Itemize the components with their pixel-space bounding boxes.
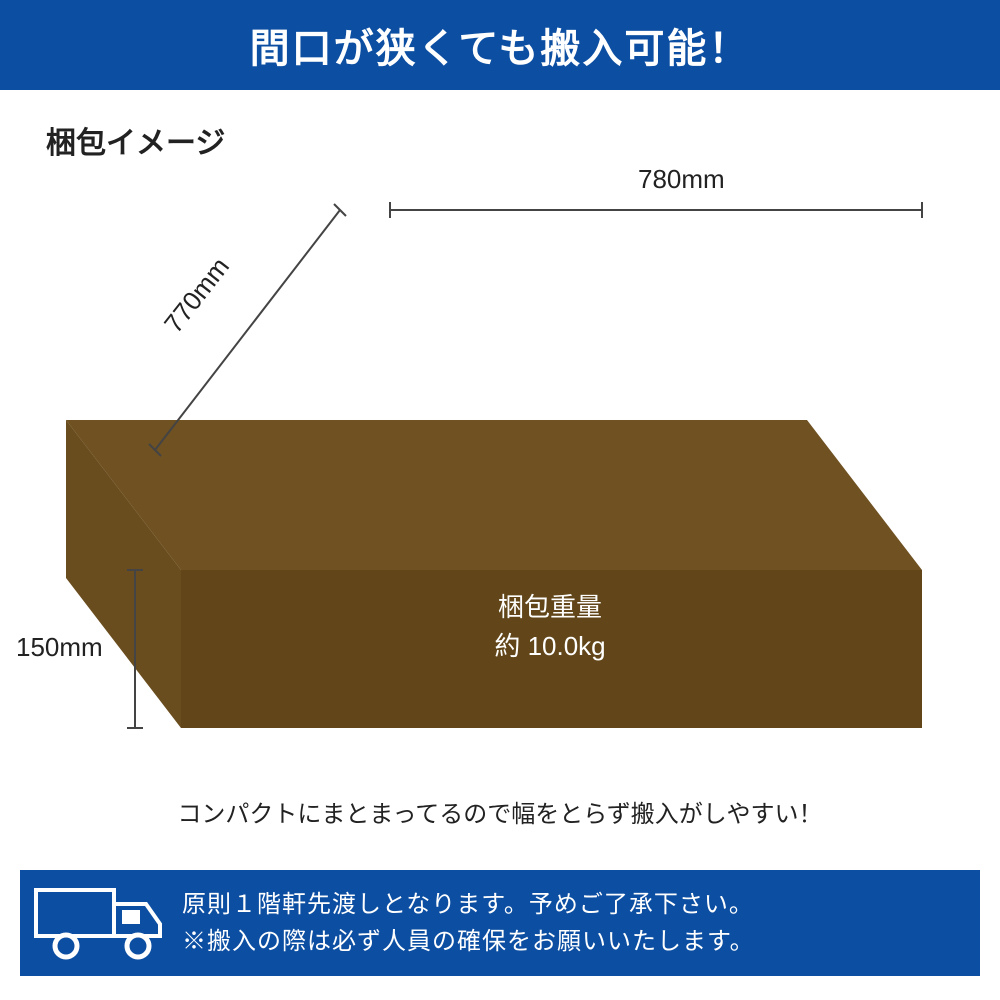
weight-label: 梱包重量 約 10.0kg [430, 588, 670, 666]
bottom-banner-text: 原則１階軒先渡しとなります。予めご了承下さい。 ※搬入の際は必ず人員の確保をお願… [182, 886, 960, 960]
top-banner-text: 間口が狭くても搬入可能！ [250, 27, 751, 71]
weight-title: 梱包重量 [430, 588, 670, 627]
truck-icon [34, 884, 164, 962]
bottom-banner: 原則１階軒先渡しとなります。予めご了承下さい。 ※搬入の際は必ず人員の確保をお願… [20, 870, 980, 976]
bottom-line-2: ※搬入の際は必ず人員の確保をお願いいたします。 [182, 923, 960, 960]
top-banner: 間口が狭くても搬入可能！ [0, 0, 1000, 90]
width-label: 780mm [638, 164, 725, 195]
caption: コンパクトにまとまってるので幅をとらず搬入がしやすい！ [0, 794, 1000, 829]
weight-value: 約 10.0kg [430, 627, 670, 666]
height-label: 150mm [16, 632, 103, 663]
bottom-line-1: 原則１階軒先渡しとなります。予めご了承下さい。 [182, 886, 960, 923]
width-dim-line [390, 202, 922, 218]
box-top-face [66, 420, 922, 570]
box-svg [0, 150, 1000, 790]
package-diagram: 780mm 770mm 150mm 梱包重量 約 10.0kg [0, 150, 1000, 790]
